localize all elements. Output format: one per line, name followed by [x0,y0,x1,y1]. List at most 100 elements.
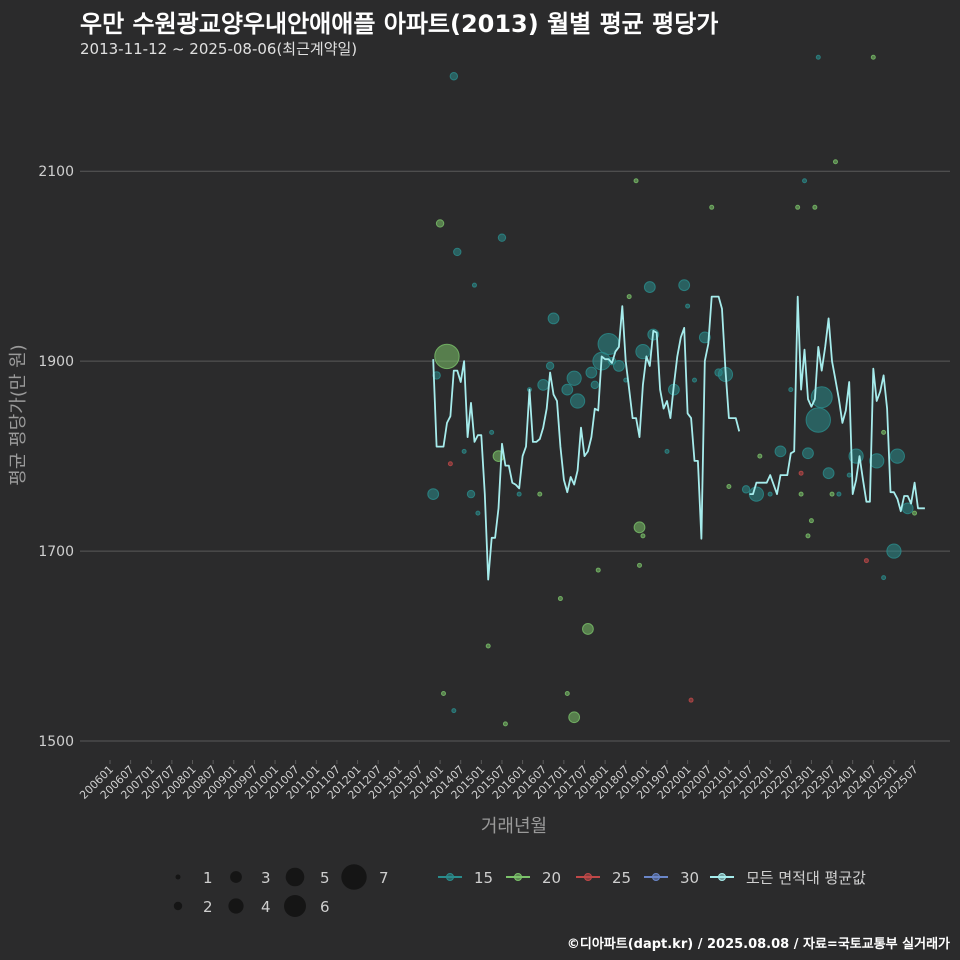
size-legend-label: 3 [261,869,271,887]
color-legend-label: 30 [680,869,699,887]
data-point [757,453,763,459]
data-point [564,691,570,697]
data-point [692,377,698,383]
data-point [685,303,691,309]
data-point [805,533,811,539]
data-point [585,366,598,379]
color-legend-label: 15 [474,869,493,887]
data-point [633,178,639,184]
average-line-segment-1 [432,295,741,581]
size-legend-dot [228,898,244,914]
data-point [561,383,574,396]
data-point [741,485,751,494]
data-point [557,596,563,602]
data-point [612,359,625,372]
y-tick-label: 2100 [38,164,74,180]
size-legend: 1 3 5 7 2 4 6 [173,864,389,917]
data-point [912,510,918,516]
average-line [432,295,925,581]
color-legend-dot [584,873,592,881]
data-point [748,486,765,502]
data-point [829,491,835,497]
data-point [664,448,670,454]
color-legend-dot [446,873,454,881]
data-point [846,472,852,478]
data-point [870,54,876,60]
data-point [451,708,457,714]
size-legend-label: 1 [203,869,213,887]
color-legend-label: 25 [612,869,631,887]
data-point [626,294,632,300]
data-point [805,407,831,433]
color-legend-label: 모든 면적대 평균값 [746,869,866,887]
data-point [822,467,835,480]
data-point [709,204,715,210]
data-point [547,312,560,325]
data-point [688,697,694,703]
data-point [886,543,902,559]
chart-subtitle: 2013-11-12 ~ 2025-08-06(최근계약일) [80,40,358,58]
data-point [808,518,814,524]
average-line-segment-2 [749,295,925,513]
data-point [537,378,550,391]
size-legend-label: 4 [261,898,271,916]
data-point [447,461,453,467]
data-point [516,491,522,497]
grid-layer [80,170,950,742]
size-legend-dot [173,901,183,911]
data-point [595,567,601,573]
data-point [466,489,476,499]
color-legend-label: 20 [542,869,561,887]
data-point [502,721,508,727]
size-legend-dot [284,895,306,917]
data-point [566,370,582,386]
data-point [590,380,599,390]
size-legend-dot [175,874,181,880]
y-tick-labels: 1500 1700 1900 2100 [38,164,74,750]
data-point [798,470,804,476]
data-point [815,54,821,60]
data-point [798,491,804,497]
color-legend-dot [652,873,660,881]
y-tick-label: 1900 [38,354,74,370]
data-point [636,562,642,568]
size-legend-dot [285,867,305,887]
data-point [635,344,651,360]
data-point [453,247,462,257]
data-point [489,429,495,435]
data-point [889,448,905,464]
data-point [678,279,691,292]
data-point [863,558,869,564]
data-point [802,447,814,460]
data-point [869,453,885,469]
scatter-points [427,54,918,727]
data-point [582,623,594,635]
data-point [441,691,447,697]
x-tick-labels: 2006012006072007012007072008012008072009… [77,760,921,802]
data-point [461,448,467,454]
data-point [812,204,818,210]
size-legend-label: 5 [320,869,330,887]
data-point [788,387,794,393]
data-point [640,533,646,539]
data-point [774,445,787,458]
data-point [901,502,914,515]
size-legend-label: 2 [203,898,213,916]
y-axis-label: 평균 평당가(만 원) [8,344,29,485]
data-point [497,233,507,242]
data-point [435,219,445,228]
y-tick-label: 1700 [38,544,74,560]
data-point [545,361,555,371]
data-point [726,483,732,489]
data-point [434,343,460,370]
size-legend-dot [230,871,242,883]
data-point [795,204,801,210]
data-point [568,711,581,724]
chart-title: 우만 수원광교양우내안애애플 아파트(2013) 월별 평균 평당가 [80,10,719,38]
data-point [881,575,887,581]
source-footer: ©디아파트(dapt.kr) / 2025.08.08 / 자료=국토교통부 실… [566,937,950,952]
color-legend-dot [718,873,726,881]
size-legend-label: 7 [379,869,389,887]
y-tick-label: 1500 [38,734,74,750]
